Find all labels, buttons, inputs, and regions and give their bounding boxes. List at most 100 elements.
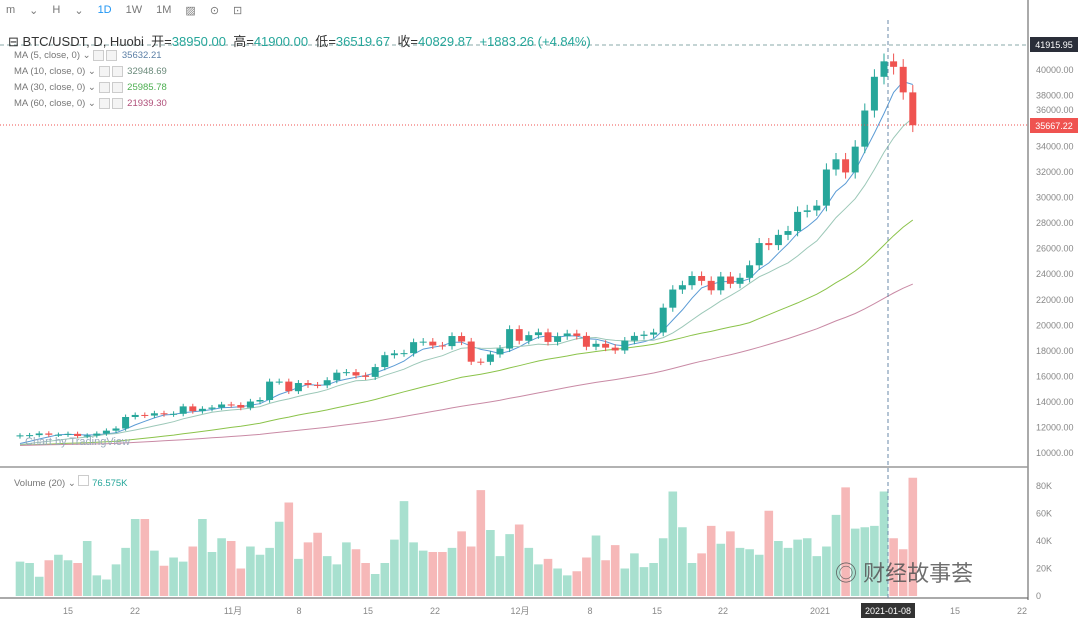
candle-body (630, 335, 638, 341)
candle-body (189, 406, 197, 412)
open-label: 开 (151, 34, 165, 49)
candle-body (582, 335, 590, 347)
volume-bar (447, 547, 457, 596)
volume-bar (610, 545, 620, 596)
candle-body (650, 332, 658, 335)
candle-body (429, 341, 437, 346)
eye-icon[interactable] (78, 475, 90, 486)
ma-label: MA (10, close, 0) (14, 66, 86, 78)
volume-bar (265, 547, 274, 596)
crosshair-date-box (861, 603, 915, 618)
volume-bar (217, 538, 226, 596)
price-tick-label: 26000.00 (1036, 244, 1074, 254)
candle-body (35, 433, 43, 436)
volume-bar (15, 561, 25, 596)
last-price-label: 35667.22 (1035, 121, 1073, 131)
eye-icon[interactable] (98, 98, 110, 109)
volume-bar (754, 554, 764, 596)
candle-body (909, 92, 917, 126)
candle-body (179, 406, 187, 414)
time-tick-label: 22 (430, 606, 440, 616)
close-icon[interactable] (111, 82, 123, 93)
wechat-icon: ◎ (835, 561, 858, 586)
candle-body (170, 413, 178, 415)
eye-icon[interactable] (98, 82, 110, 93)
chevron-down-icon[interactable]: ⌄ (74, 4, 84, 17)
candle-body (122, 416, 130, 429)
time-tick-label: 15 (63, 606, 73, 616)
candle-body (266, 381, 274, 401)
candle-body (237, 404, 245, 408)
volume-bar (130, 519, 140, 596)
interval-minutes[interactable]: m (6, 4, 16, 16)
ma10-line (19, 117, 914, 445)
ma10-legend: MA (10, close, 0) ⌄ 32948.69 (14, 66, 167, 78)
ma-value: 21939.30 (127, 98, 167, 110)
candle-body (246, 401, 254, 408)
volume-bar (178, 561, 188, 596)
interval-1w[interactable]: 1W (125, 4, 143, 16)
interval-1m[interactable]: 1M (156, 4, 172, 16)
close-icon[interactable] (111, 66, 123, 77)
candle-body (304, 383, 312, 385)
volume-bar (207, 552, 217, 596)
time-tick-label: 15 (652, 606, 662, 616)
candle-body (813, 205, 821, 211)
time-tick-label: 11月 (224, 606, 242, 616)
time-tick-label: 2021 (810, 606, 830, 616)
candle-body (333, 372, 341, 381)
time-tick-label: 15 (363, 606, 373, 616)
volume-bar (34, 576, 44, 596)
close-label: 收 (397, 34, 411, 49)
screenshot-icon[interactable]: ⊡ (233, 4, 243, 17)
volume-bar (764, 510, 774, 596)
close-icon[interactable] (106, 50, 118, 61)
candle-body (93, 433, 101, 436)
candle-body (899, 66, 907, 93)
candle-body (611, 347, 619, 351)
candle-body (131, 414, 139, 417)
interval-hours[interactable]: H (52, 4, 61, 16)
volume-bar (831, 514, 841, 596)
volume-bar (505, 534, 514, 596)
volume-bar (380, 563, 390, 596)
volume-bar (457, 531, 466, 596)
volume-bar (274, 521, 284, 596)
volume-tick-label: 0 (1036, 591, 1041, 601)
indicators-icon[interactable]: ▨ (185, 4, 196, 17)
volume-bar (495, 556, 505, 596)
volume-bar (658, 538, 668, 596)
close-icon[interactable] (111, 98, 123, 109)
volume-bar (870, 525, 879, 596)
candle-body (554, 336, 562, 342)
candle-body (26, 435, 34, 437)
volume-bar (812, 556, 822, 596)
volume-legend: Volume (20) ⌄ 76.575K (14, 475, 128, 489)
candle-body (765, 243, 773, 246)
volume-value: 76.575K (92, 478, 128, 489)
candle-body (707, 280, 715, 291)
candle-body (342, 372, 350, 374)
candle-body (515, 329, 523, 341)
volume-bar (668, 491, 678, 596)
chevron-down-icon[interactable]: ⌄ (29, 4, 39, 17)
candle-body (592, 343, 600, 347)
volume-bar (140, 519, 150, 596)
volume-bar (639, 567, 649, 596)
candle-body (486, 354, 494, 362)
collapse-icon[interactable]: ⊟ (8, 34, 19, 49)
candle-body (314, 384, 322, 386)
eye-icon[interactable] (93, 50, 105, 61)
wechat-watermark: ◎ 财经故事荟 (835, 556, 973, 588)
interval-1d[interactable]: 1D (97, 4, 112, 16)
settings-icon[interactable]: ⊙ (209, 4, 220, 17)
time-tick-label: 22 (718, 606, 728, 616)
volume-bar (198, 519, 207, 596)
eye-icon[interactable] (98, 66, 110, 77)
volume-bar (399, 501, 409, 596)
volume-bar (255, 554, 265, 596)
volume-bar (351, 549, 361, 596)
volume-bar (774, 541, 783, 596)
volume-bar (370, 574, 380, 596)
